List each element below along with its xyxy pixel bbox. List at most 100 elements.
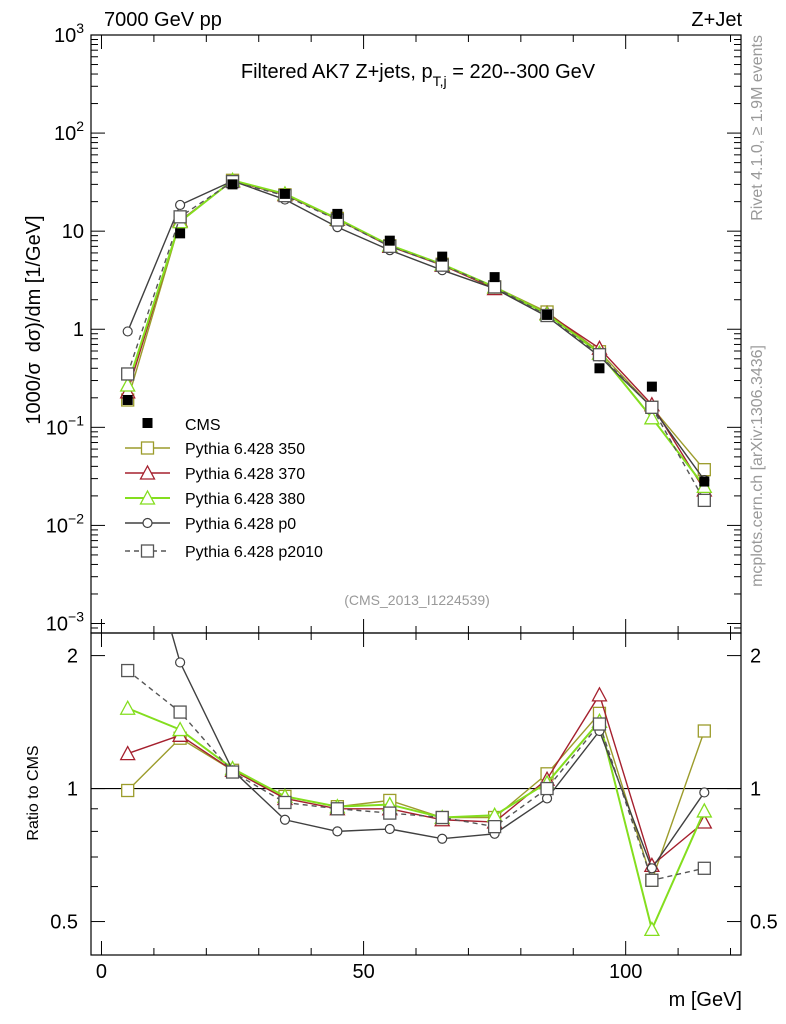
ratio-series-point <box>591 686 608 702</box>
ratio-series-point <box>697 724 711 738</box>
main-series-line <box>127 180 705 481</box>
ratio-series-point <box>697 861 711 875</box>
cms-data-point <box>489 272 500 283</box>
cms-data-point <box>542 309 553 320</box>
mcplots-label: mcplots.cern.ch [arXiv:1306.3436] <box>749 345 766 587</box>
ratio-y-tick-label-right: 0.5 <box>750 912 778 934</box>
ratio-series-point <box>119 745 136 761</box>
ratio-series-point <box>646 863 657 874</box>
main-title: Filtered AK7 Z+jets, pT,j = 220--300 GeV <box>241 61 596 89</box>
ratio-series-point <box>175 657 186 668</box>
ratio-series-point <box>121 783 135 798</box>
main-y-axis-label: 1000/σdσ)/dm [1/GeV] <box>23 215 45 424</box>
cms-data-point <box>122 394 133 405</box>
legend-marker-2 <box>139 489 156 505</box>
main-series-3 <box>122 175 710 486</box>
legend-marker-0 <box>140 441 155 455</box>
ratio-series-2 <box>119 699 713 937</box>
main-y-tick-label: 103 <box>54 20 84 47</box>
main-y-tick-label: 10−3 <box>46 608 84 635</box>
ratio-panel-frame <box>90 632 742 956</box>
ratio-series-line <box>170 633 705 870</box>
ratio-series-point <box>540 781 554 796</box>
cms-data-point <box>699 476 710 487</box>
legend-cms-marker <box>142 418 153 428</box>
main-series-point <box>122 326 133 337</box>
ratio-y-tick-label: 1 <box>67 779 78 801</box>
main-series-point <box>175 199 186 211</box>
cms-data-points <box>122 179 710 487</box>
legend-label-0: Pythia 6.428 350 <box>185 441 305 458</box>
rivet-version-label: Rivet 4.1.0, ≥ 1.9M events <box>749 35 766 221</box>
header-left-label: 7000 GeV pp <box>104 9 222 31</box>
ratio-series-point <box>173 705 187 719</box>
ratio-series-4 <box>121 663 711 887</box>
main-y-tick-label: 10−1 <box>46 412 84 439</box>
legend-label-4: Pythia 6.428 p2010 <box>185 544 323 561</box>
ratio-series-point <box>119 699 136 715</box>
main-series-line <box>127 180 705 501</box>
ratio-series-point <box>541 793 553 804</box>
analysis-id-label: (CMS_2013_I1224539) <box>344 592 490 608</box>
ratio-series-point <box>121 663 135 678</box>
ratio-series-point <box>699 787 710 798</box>
ratio-series-point <box>643 921 660 937</box>
legend-label-3: Pythia 6.428 p0 <box>185 516 296 533</box>
legend-label-1: Pythia 6.428 370 <box>185 466 305 483</box>
cms-data-point <box>175 228 186 239</box>
ratio-series-point <box>330 802 345 816</box>
cms-data-point <box>279 188 290 199</box>
main-series-point <box>119 376 136 392</box>
cms-data-point <box>437 251 448 262</box>
main-series-group <box>119 171 713 508</box>
x-axis-label: m [GeV] <box>669 989 742 1011</box>
cms-data-point <box>332 208 343 219</box>
main-y-tick-label: 10−2 <box>46 510 84 537</box>
ratio-series-point <box>437 833 448 844</box>
ratio-series-line <box>127 693 705 867</box>
ratio-series-line <box>127 707 706 933</box>
ratio-series-point <box>487 819 502 834</box>
ratio-y-tick-label-right: 1 <box>750 779 761 801</box>
main-y-tick-label: 1 <box>73 319 84 341</box>
cms-data-point <box>384 235 395 246</box>
x-tick-label: 100 <box>609 961 642 983</box>
ratio-y-tick-label: 0.5 <box>50 912 78 934</box>
ratio-series-point <box>172 721 189 737</box>
header-right-label: Z+Jet <box>691 9 742 31</box>
ratio-series-point <box>696 813 713 829</box>
x-tick-label: 0 <box>96 961 107 983</box>
ratio-series-point <box>278 795 292 810</box>
main-series-point <box>121 367 135 381</box>
ratio-series-point <box>332 826 343 837</box>
ratio-y-tick-label: 2 <box>67 646 78 668</box>
ratio-series-0 <box>121 706 711 887</box>
cms-data-point <box>227 179 238 190</box>
ratio-series-point <box>225 765 240 779</box>
ratio-series-group <box>119 633 713 937</box>
ratio-series-point <box>592 717 607 731</box>
ratio-series-point <box>645 873 659 887</box>
cms-data-point <box>646 381 657 392</box>
legend-label-2: Pythia 6.428 380 <box>185 491 305 508</box>
ratio-series-point <box>696 802 713 818</box>
main-series-point <box>645 400 659 414</box>
main-y-tick-label: 10 <box>62 221 84 243</box>
legend-marker-4 <box>140 544 155 558</box>
ratio-y-tick-label-right: 2 <box>750 646 761 668</box>
legend-marker-3 <box>142 517 153 529</box>
legend: CMS Pythia 6.428 350 Pythia 6.428 370 Pythi… <box>125 417 323 561</box>
main-y-tick-label: 102 <box>54 118 84 145</box>
main-series-point <box>487 280 502 294</box>
ratio-series-point <box>384 823 395 835</box>
ratio-series-point <box>435 810 449 825</box>
main-series-point <box>643 409 660 425</box>
main-series-point <box>592 348 607 362</box>
main-series-point <box>173 210 187 224</box>
ratio-series-point <box>279 814 291 825</box>
ratio-series-line <box>127 670 705 882</box>
legend-cms-label: CMS <box>185 417 221 434</box>
legend-marker-1 <box>139 464 156 480</box>
ratio-series-1 <box>119 686 713 873</box>
ratio-axes: 2 2 1 1 0.5 0.5 0 50 100 <box>50 633 778 983</box>
